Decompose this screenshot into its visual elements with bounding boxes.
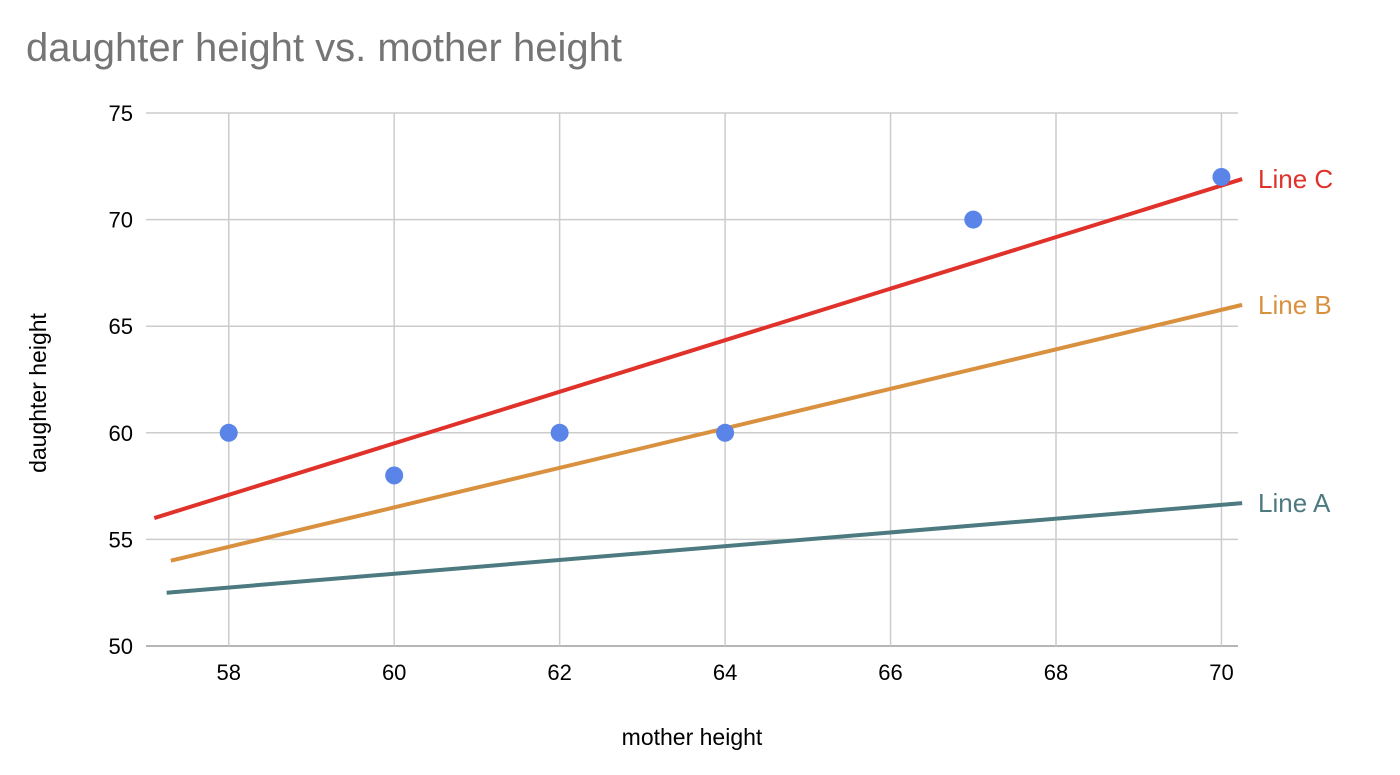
x-tick-label: 58 bbox=[216, 660, 240, 685]
y-tick-label: 70 bbox=[109, 208, 133, 233]
y-axis-label: daughter height bbox=[25, 312, 51, 472]
data-point bbox=[385, 466, 404, 485]
chart-title: daughter height vs. mother height bbox=[26, 26, 622, 70]
data-point bbox=[550, 423, 569, 442]
x-tick-label: 62 bbox=[547, 660, 571, 685]
line-labels: Line A Line B Line C bbox=[1258, 164, 1333, 518]
y-tick-label: 60 bbox=[109, 421, 133, 446]
fit-line-c bbox=[153, 177, 1243, 520]
line-label-c: Line C bbox=[1258, 164, 1333, 194]
x-tick-label: 64 bbox=[713, 660, 737, 685]
fit-line-b bbox=[170, 302, 1243, 563]
data-points bbox=[219, 167, 1231, 485]
x-tick-labels: 58 60 62 64 66 68 70 bbox=[216, 660, 1233, 685]
fit-line-a bbox=[166, 501, 1243, 595]
data-point bbox=[716, 423, 735, 442]
line-label-b: Line B bbox=[1258, 290, 1332, 320]
x-tick-label: 68 bbox=[1044, 660, 1068, 685]
x-tick-label: 66 bbox=[878, 660, 902, 685]
grid-lines bbox=[146, 112, 1238, 647]
y-tick-labels: 50 55 60 65 70 75 bbox=[109, 101, 133, 659]
x-tick-label: 70 bbox=[1209, 660, 1233, 685]
y-tick-label: 65 bbox=[109, 314, 133, 339]
data-point bbox=[964, 210, 983, 229]
y-tick-label: 50 bbox=[109, 634, 133, 659]
x-tick-label: 60 bbox=[382, 660, 406, 685]
data-point bbox=[1212, 167, 1231, 186]
x-axis-label: mother height bbox=[622, 724, 763, 750]
data-point bbox=[219, 423, 238, 442]
line-label-a: Line A bbox=[1258, 488, 1331, 518]
y-tick-label: 55 bbox=[109, 527, 133, 552]
y-tick-label: 75 bbox=[109, 101, 133, 126]
fit-lines bbox=[153, 177, 1243, 595]
